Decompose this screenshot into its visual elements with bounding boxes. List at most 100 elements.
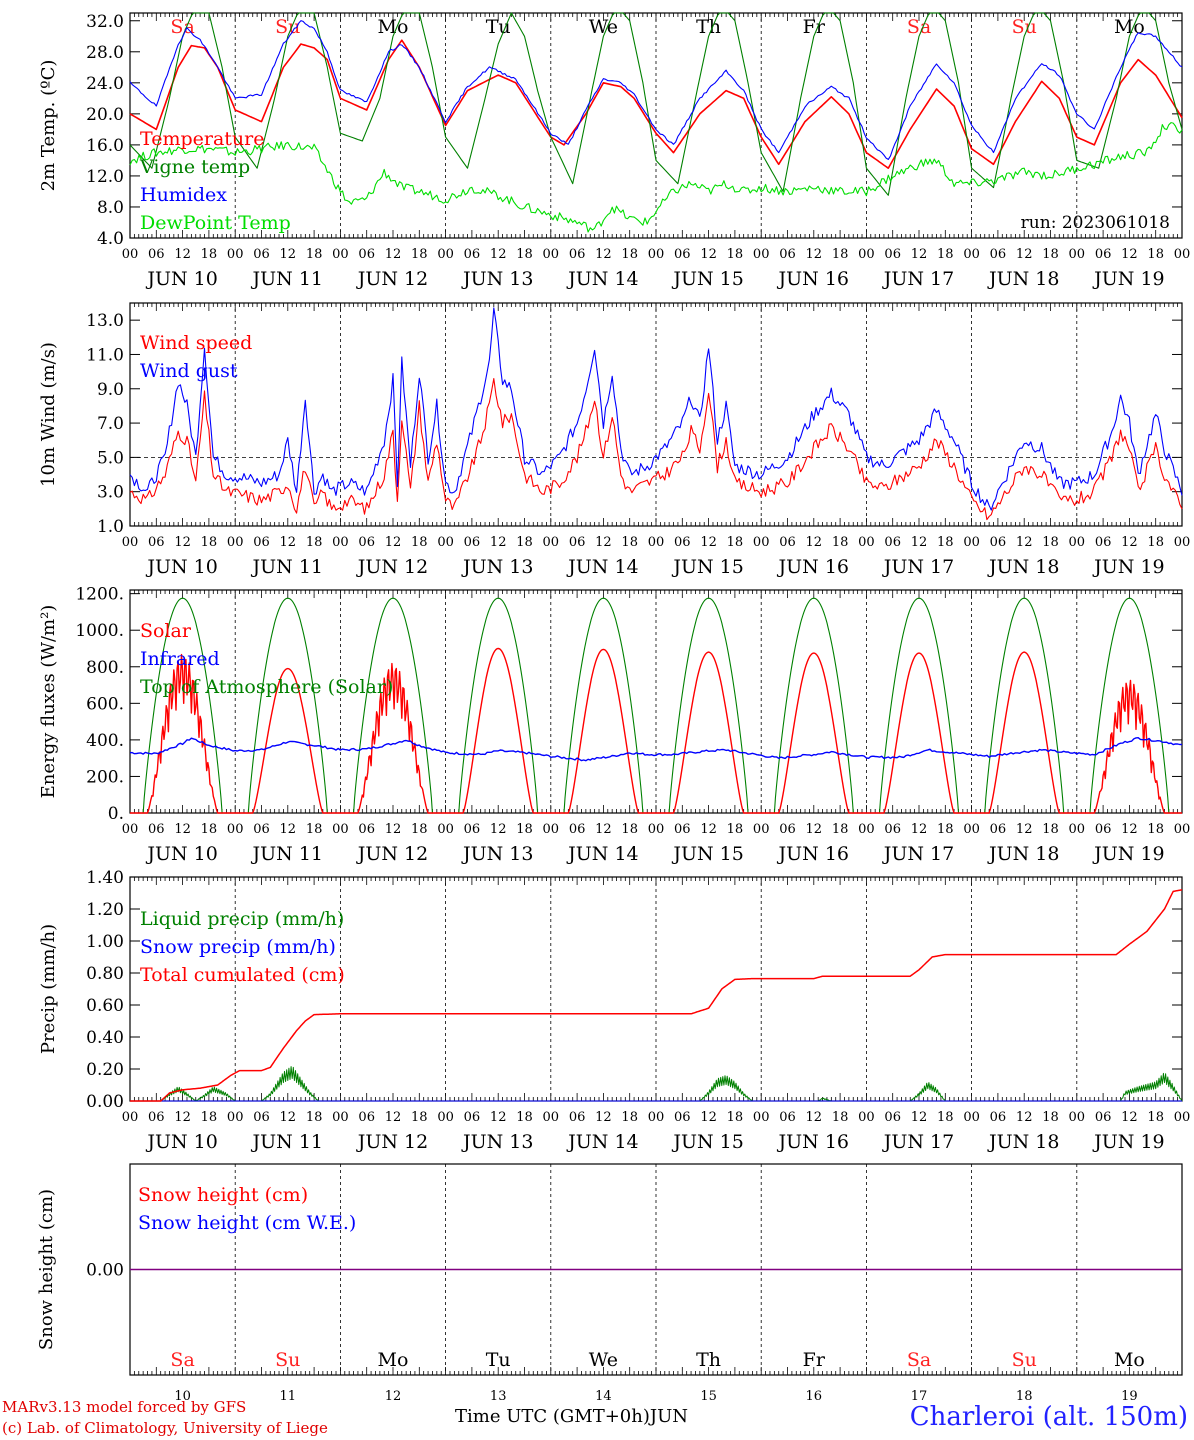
x-date-label: JUN 18 [987,1131,1059,1153]
x-date-label: JUN 19 [1092,556,1164,578]
legend-entry: Temperature [140,128,264,150]
credit-line-1: MARv3.13 model forced by GFS [2,1398,247,1416]
x-hour-label: 18 [306,535,323,550]
x-hour-label: 12 [1016,1110,1033,1125]
day-label: Tu [486,16,511,38]
y-axis-label: Energy fluxes (W/m²) [38,605,59,799]
x-hour-label: 00 [437,535,454,550]
x-hour-label: 06 [779,822,796,837]
x-hour-label: 00 [963,1110,980,1125]
x-date-label: JUN 15 [671,843,743,865]
x-hour-label: 18 [411,822,428,837]
bottom-day-number: 10 [174,1389,191,1404]
series-line-infrared [129,737,1183,762]
x-hour-label: 06 [569,1110,586,1125]
x-hour-label: 18 [937,247,954,262]
x-hour-label: 06 [990,1110,1007,1125]
x-hour-label: 00 [122,822,139,837]
y-tick-label: 0.00 [86,1092,124,1112]
x-hour-label: 00 [227,822,244,837]
series-line-dewpoint-temp [129,122,1183,233]
x-hour-label: 06 [884,535,901,550]
x-hour-label: 00 [543,247,560,262]
y-tick-label: 1.40 [86,868,124,888]
x-hour-label: 06 [1095,535,1112,550]
day-label: Sa [170,1349,194,1371]
x-hour-label: 06 [464,1110,481,1125]
x-hour-label: 18 [832,1110,849,1125]
y-tick-label: 0.20 [86,1060,124,1080]
series-line-solar [130,647,1182,814]
panel-4: 0.00 0.20 0.40 0.60 0.80 1.00 1.20 1.40 Precip (… [38,868,1190,1153]
day-label: Su [1012,1349,1037,1371]
x-hour-label: 00 [753,247,770,262]
y-tick-label: 5.0 [97,448,124,468]
x-date-label: JUN 12 [356,843,428,865]
x-hour-label: 00 [227,247,244,262]
x-hour-label: 18 [201,1110,218,1125]
x-date-label: JUN 13 [461,1131,533,1153]
x-hour-label: 06 [253,535,270,550]
day-label: Mo [1114,1349,1145,1371]
x-date-label: JUN 17 [882,1131,954,1153]
x-hour-label: 06 [148,822,165,837]
x-hour-label: 06 [569,535,586,550]
bottom-day-number: 12 [385,1389,402,1404]
day-label: Su [1012,16,1037,38]
x-hour-label: 18 [937,1110,954,1125]
x-date-label: JUN 11 [251,556,323,578]
x-hour-label: 00 [1174,1110,1191,1125]
x-hour-label: 00 [437,822,454,837]
x-date-label: JUN 15 [671,1131,743,1153]
y-tick-label: 0.60 [86,996,124,1016]
series-line-temperature [129,39,1183,169]
y-tick-label: 9.0 [97,380,124,400]
x-date-label: JUN 18 [987,268,1059,290]
x-hour-label: 06 [358,822,375,837]
x-date-label: JUN 11 [251,843,323,865]
x-hour-label: 06 [884,1110,901,1125]
y-axis-label: Precip (mm/h) [38,924,59,1054]
y-tick-label: 8.0 [97,198,124,218]
x-hour-label: 00 [122,247,139,262]
x-hour-label: 00 [543,1110,560,1125]
x-hour-label: 00 [1174,247,1191,262]
x-hour-label: 12 [1121,535,1138,550]
x-hour-label: 18 [411,535,428,550]
x-hour-label: 00 [648,822,665,837]
legend-entry: Humidex [140,184,227,206]
x-hour-label: 12 [490,1110,507,1125]
x-hour-label: 06 [990,535,1007,550]
x-hour-label: 18 [1042,1110,1059,1125]
day-label: Th [696,1349,721,1371]
run-annotation: run: 2023061018 [1021,213,1170,233]
y-tick-label: 0.80 [86,964,124,984]
x-date-label: JUN 14 [566,843,638,865]
x-date-label: JUN 16 [777,1131,849,1153]
x-hour-label: 12 [1016,822,1033,837]
x-hour-label: 06 [253,1110,270,1125]
x-hour-label: 12 [174,247,191,262]
day-label: Mo [378,1349,409,1371]
x-hour-label: 00 [858,1110,875,1125]
x-hour-label: 06 [569,247,586,262]
x-hour-label: 12 [911,247,928,262]
x-hour-label: 00 [963,822,980,837]
x-hour-label: 12 [595,1110,612,1125]
y-tick-label: 200. [86,767,124,787]
x-hour-label: 06 [884,247,901,262]
y-tick-label: 20.0 [86,105,124,125]
station-name: Charleroi (alt. 150m) [909,1402,1188,1432]
x-hour-label: 06 [464,247,481,262]
x-hour-label: 18 [727,535,744,550]
x-hour-label: 18 [937,822,954,837]
day-label: Mo [1114,16,1145,38]
x-hour-label: 12 [595,535,612,550]
x-hour-label: 06 [569,822,586,837]
x-hour-label: 12 [490,247,507,262]
x-hour-label: 00 [963,535,980,550]
day-label: Su [275,1349,300,1371]
day-label: We [589,16,618,38]
x-hour-label: 12 [490,822,507,837]
